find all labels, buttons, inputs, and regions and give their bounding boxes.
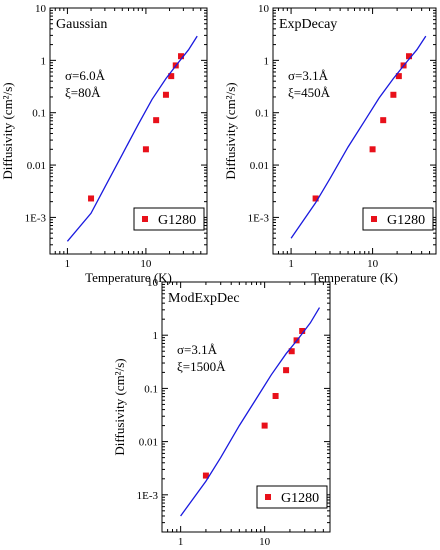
x-axis-title: Temperature (K) [203,548,290,550]
legend: G1280 [256,485,328,509]
data-point [390,91,397,98]
y-tick-label: 0.1 [32,108,46,120]
y-axis-title: Diffusivity (cm²/s) [223,82,238,179]
y-tick-label: 0.01 [139,437,158,449]
y-axis-title: Diffusivity (cm²/s) [112,358,127,455]
y-tick-label: 10 [258,3,270,15]
param-annotation: σ=3.1Å [288,68,329,83]
data-point [261,422,268,429]
legend-label: G1280 [387,213,425,228]
y-tick-label: 0.1 [144,383,158,395]
data-point [142,146,149,153]
x-axis-title: Temperature (K) [85,270,172,285]
data-point [406,53,413,60]
data-point [283,367,290,374]
panel-title: ModExpDec [168,291,240,306]
y-tick-label: 1E-3 [137,490,159,502]
legend-label: G1280 [281,491,319,506]
y-tick-label: 1 [153,330,159,342]
data-point [272,392,279,399]
legend-box [133,207,205,231]
data-point [88,195,95,202]
model-curve [180,307,321,517]
y-tick-label: 1E-3 [248,212,270,224]
y-tick-label: 0.1 [255,108,269,120]
legend-label: G1280 [158,213,196,228]
x-tick-label: 10 [140,258,152,270]
y-tick-label: 0.01 [250,160,269,172]
model-curve [290,35,427,239]
legend-marker [265,494,271,500]
data-point [369,146,376,153]
x-tick-label: 1 [288,258,294,270]
x-tick-label: 1 [178,536,184,548]
param-annotation: σ=6.0Å [65,68,106,83]
x-tick-label: 1 [65,258,71,270]
data-point [202,472,209,479]
x-axis-title: Temperature (K) [311,270,398,285]
legend-box [362,207,434,231]
legend-marker [371,216,377,222]
data-point [162,91,169,98]
y-tick-label: 10 [35,3,47,15]
data-point [153,117,160,124]
data-point [288,348,295,355]
model-curve [66,35,198,242]
param-annotation: ξ=1500Å [177,359,226,374]
data-point [178,53,185,60]
x-tick-label: 10 [367,258,379,270]
param-annotation: σ=3.1Å [177,342,218,357]
y-tick-label: 1E-3 [25,212,47,224]
panel-title: Gaussian [56,17,107,32]
param-annotation: ξ=450Å [288,85,331,100]
legend: G1280 [362,207,434,231]
param-annotation: ξ=80Å [65,85,101,100]
data-point [380,117,387,124]
panel-title: ExpDecay [279,17,337,32]
data-point [312,195,319,202]
legend: G1280 [133,207,205,231]
data-point [299,327,306,334]
y-tick-label: 1 [41,55,47,67]
legend-box [256,485,328,509]
data-point [395,73,402,80]
y-tick-label: 10 [147,277,159,289]
x-tick-label: 10 [259,536,271,548]
y-tick-label: 0.01 [27,160,46,172]
y-axis-title: Diffusivity (cm²/s) [0,82,15,179]
data-point [168,73,175,80]
legend-marker [142,216,148,222]
y-tick-label: 1 [264,55,270,67]
